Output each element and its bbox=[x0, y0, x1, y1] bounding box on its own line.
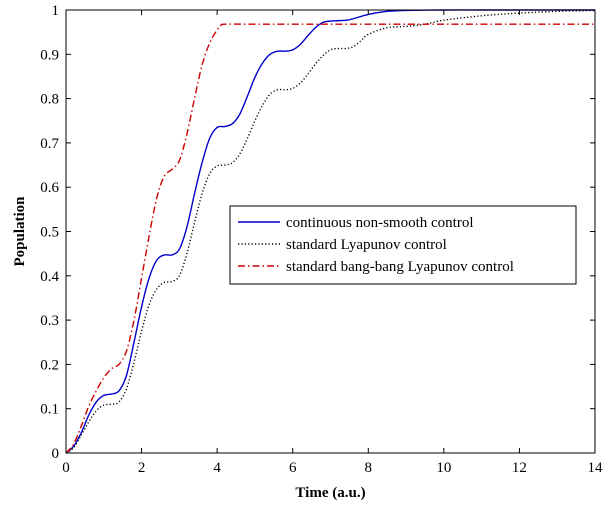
x-tick-label: 12 bbox=[512, 460, 527, 476]
x-tick-label: 2 bbox=[138, 460, 146, 476]
series-line-bang-bang bbox=[65, 23, 595, 454]
y-tick-label: 0.7 bbox=[40, 136, 59, 152]
legend-box bbox=[229, 205, 577, 285]
x-tick-label: 4 bbox=[213, 460, 221, 476]
legend-label: standard Lyapunov control bbox=[286, 237, 447, 253]
x-tick-label: 8 bbox=[365, 460, 373, 476]
x-axis-label: Time (a.u.) bbox=[295, 485, 365, 501]
legend-entry-continuous: continuous non-smooth control bbox=[238, 215, 474, 231]
x-tick-label: 6 bbox=[289, 460, 297, 476]
legend-entry-lyapunov: standard Lyapunov control bbox=[238, 237, 447, 253]
y-tick-label: 0.2 bbox=[40, 357, 59, 373]
y-tick-label: 0.1 bbox=[40, 402, 59, 418]
tick-marks bbox=[65, 9, 596, 454]
y-tick-label: 1 bbox=[52, 3, 60, 19]
y-axis-label: Population bbox=[12, 196, 28, 267]
series-line-continuous bbox=[65, 9, 595, 454]
plot-area bbox=[65, 9, 596, 454]
x-tick-label: 14 bbox=[588, 460, 604, 476]
tick-labels: 0 2 4 6 8 10 12 14 0 0.1 0.2 0.3 0.4 0.5 0.6 0.7 0.8 0.9 1 bbox=[40, 3, 603, 476]
y-tick-label: 0.8 bbox=[40, 92, 59, 108]
x-tick-label: 0 bbox=[62, 460, 70, 476]
legend-label: continuous non-smooth control bbox=[286, 215, 474, 231]
legend: continuous non-smooth control standard Ly… bbox=[229, 205, 577, 285]
x-tick-label: 10 bbox=[436, 460, 451, 476]
series-line-lyapunov bbox=[65, 9, 596, 454]
y-tick-label: 0.6 bbox=[40, 180, 59, 196]
y-tick-label: 0.9 bbox=[40, 47, 59, 63]
legend-label: standard bang-bang Lyapunov control bbox=[286, 259, 514, 275]
y-tick-label: 0.3 bbox=[40, 313, 59, 329]
y-tick-label: 0 bbox=[52, 446, 60, 462]
y-tick-label: 0.5 bbox=[40, 225, 59, 241]
y-tick-label: 0.4 bbox=[40, 269, 59, 285]
legend-entry-bang-bang: standard bang-bang Lyapunov control bbox=[238, 259, 514, 275]
